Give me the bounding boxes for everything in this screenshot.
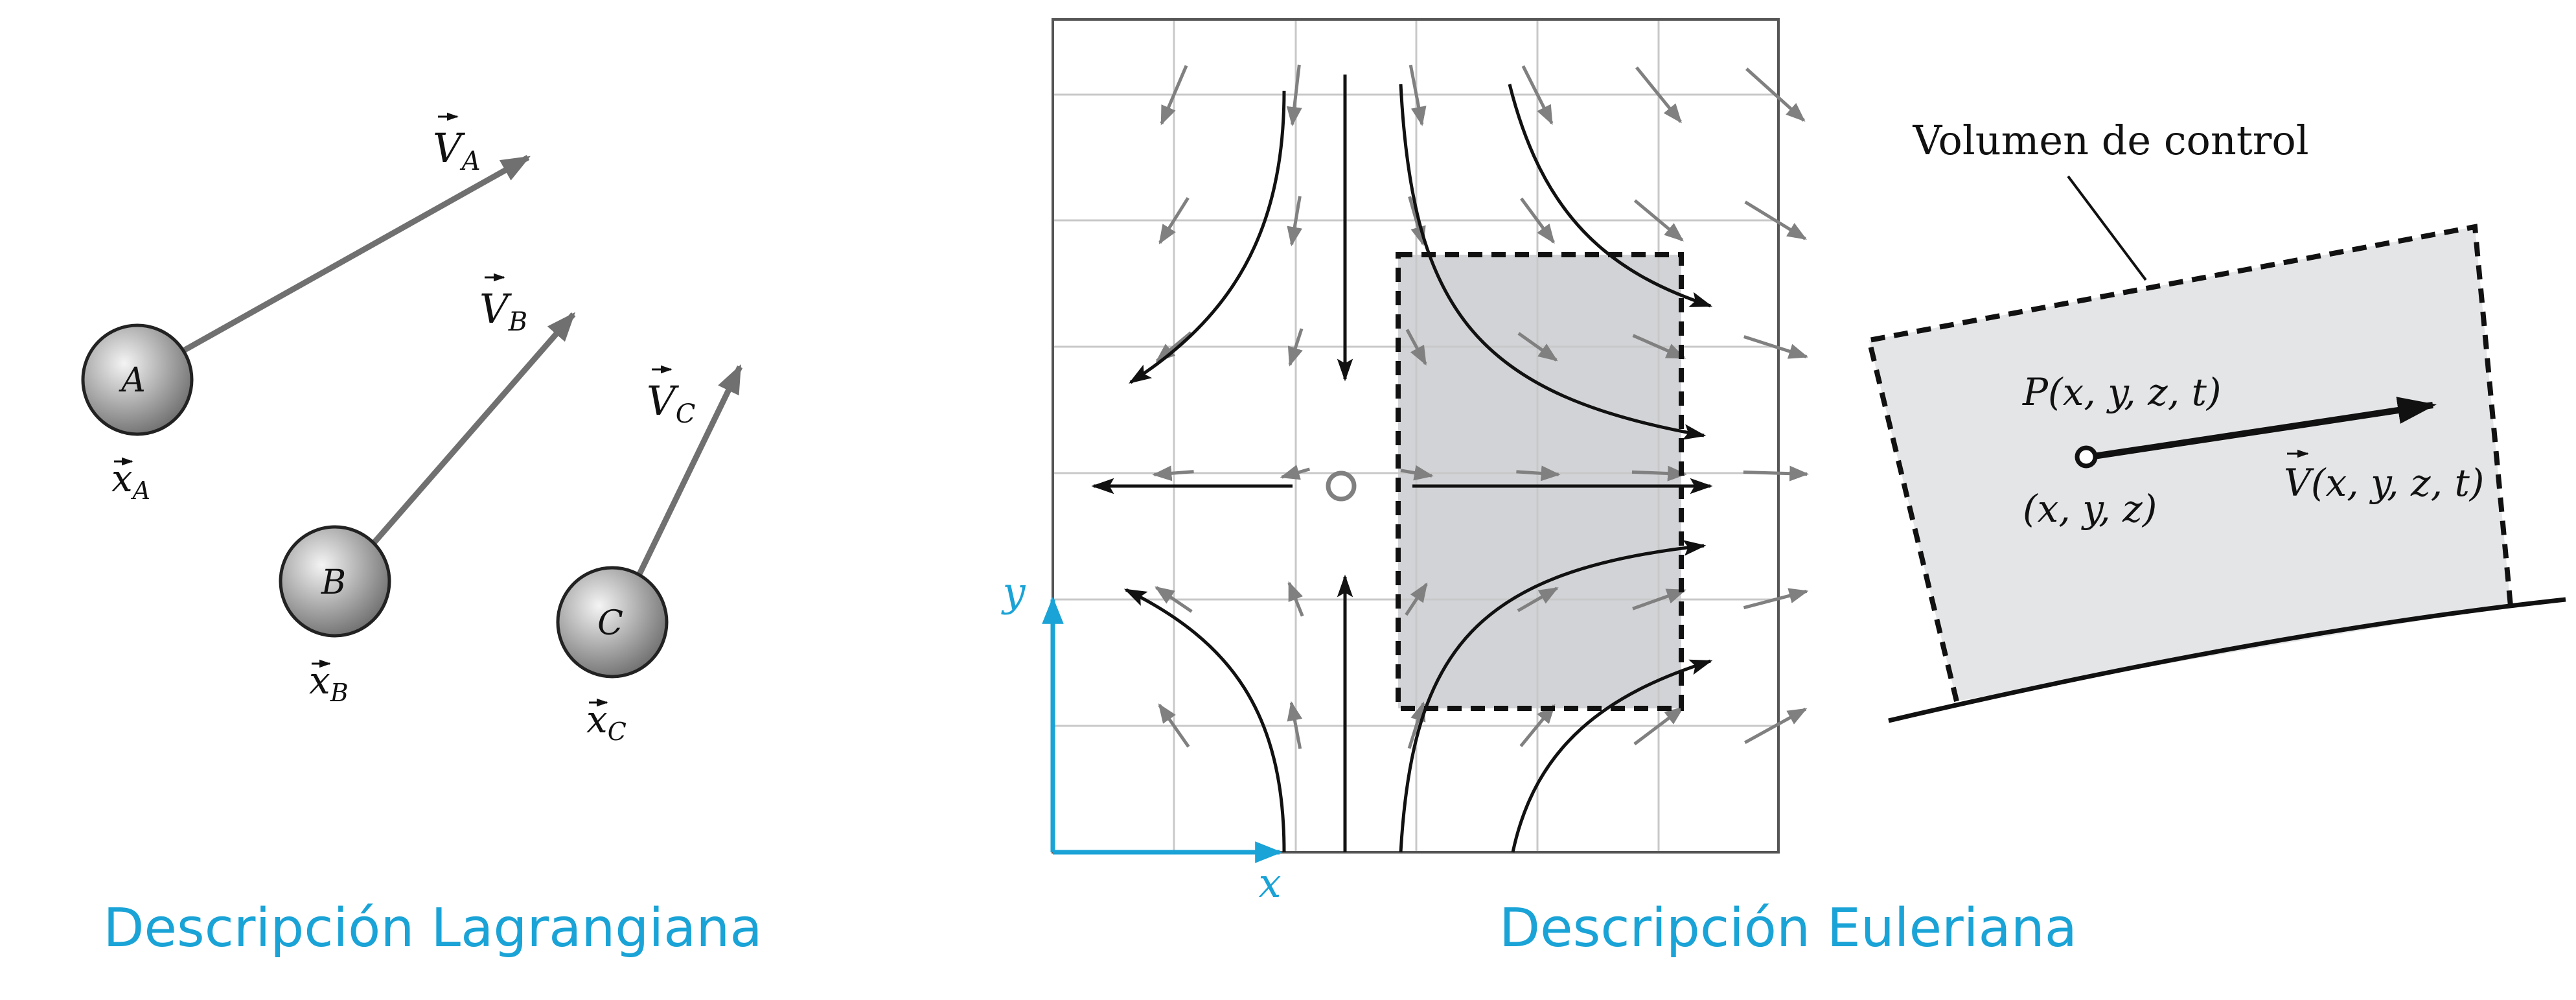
velocity-vector — [1521, 65, 1554, 125]
position-coordinates-label: (x, y, z) — [2023, 487, 2157, 531]
svg-text:V(x, y, z, t): V(x, y, z, t) — [2284, 461, 2484, 505]
x-axis-label: x — [1259, 859, 1282, 907]
streamline — [1511, 659, 1713, 853]
velocity-label-C: VC — [647, 365, 695, 429]
y-axis-label: y — [1000, 568, 1026, 616]
velocity-vector — [1743, 335, 1809, 359]
label-leader-line — [2067, 175, 2147, 281]
grid-frame — [1052, 18, 1780, 854]
particle-label-C: C — [597, 604, 623, 643]
position-label-B: xB — [309, 658, 349, 707]
velocity-vector — [1633, 706, 1685, 746]
control-volume-boundary — [1866, 224, 2513, 702]
velocity-vector — [1517, 587, 1559, 612]
velocity-vector — [1743, 465, 1810, 482]
velocity-vector — [1516, 465, 1561, 482]
control-volume-surface — [1888, 597, 2566, 723]
velocity-vectors — [1152, 64, 1810, 749]
velocity-vector — [1155, 331, 1192, 362]
stagnation-point — [1326, 471, 1357, 502]
svg-text:VB: VB — [479, 285, 527, 337]
particle-A: A — [81, 323, 194, 436]
control-region-shade — [1398, 255, 1681, 708]
velocity-field-label: V(x, y, z, t) — [2284, 449, 2484, 505]
lagrangian-caption: Descripción Lagrangiana — [103, 898, 762, 959]
velocity-vector — [1407, 701, 1426, 749]
velocity-vector — [1631, 465, 1688, 482]
velocity-vector — [1400, 465, 1434, 481]
velocity-vector — [1405, 582, 1428, 616]
velocity-vector — [1409, 64, 1427, 126]
velocity-vector — [1408, 196, 1426, 246]
velocity-vector — [1632, 588, 1686, 610]
velocity-vector — [1280, 465, 1311, 480]
velocity-vector — [1286, 64, 1302, 127]
velocity-vector — [1287, 581, 1304, 617]
velocity-label-A: VA — [433, 112, 481, 176]
velocity-vector — [1744, 707, 1808, 745]
velocity-field-arrow — [2089, 397, 2437, 460]
eulerian-caption: Descripción Euleriana — [1499, 898, 2077, 959]
position-label-A: xA — [111, 456, 150, 505]
velocity-vector — [1405, 329, 1427, 366]
svg-text:xA: xA — [111, 456, 150, 505]
eulerian-flow-field: x y Descripción Euleriana — [1000, 18, 2077, 959]
svg-text:xB: xB — [309, 658, 349, 707]
velocity-arrow-C — [635, 364, 743, 578]
point-P-label: P(x, y, z, t) — [2022, 370, 2222, 414]
velocity-vector — [1635, 66, 1682, 124]
streamline — [1399, 84, 1707, 440]
velocity-vector — [1160, 65, 1188, 126]
velocity-arrow-A — [183, 155, 531, 353]
particle-B: B — [279, 525, 391, 638]
svg-text:VC: VC — [647, 377, 695, 429]
control-volume-label: Volumen de control — [1912, 117, 2308, 164]
particle-C: C — [556, 566, 669, 679]
velocity-vector — [1158, 703, 1190, 748]
svg-text:xC: xC — [586, 697, 627, 746]
particle-label-B: B — [321, 563, 346, 602]
velocity-vector — [1287, 196, 1303, 247]
velocity-vector — [1520, 197, 1555, 244]
control-region-boundary — [1396, 252, 1684, 711]
velocity-vector — [1287, 701, 1303, 749]
velocity-vector — [1519, 704, 1556, 747]
position-label-C: xC — [586, 697, 627, 746]
velocity-label-B: VB — [479, 273, 527, 337]
streamline — [1123, 588, 1286, 853]
velocity-vector — [1158, 197, 1190, 245]
velocity-vector — [1152, 465, 1194, 482]
svg-text:VA: VA — [433, 124, 481, 176]
particle-label-A: A — [119, 361, 146, 400]
velocity-vector — [1744, 200, 1807, 240]
streamlines — [1091, 75, 1713, 853]
velocity-vector — [1745, 67, 1806, 122]
streamline — [1399, 540, 1707, 853]
velocity-vector — [1633, 199, 1684, 242]
streamline — [1129, 90, 1286, 384]
velocity-vector — [1287, 328, 1304, 367]
control-volume-region — [1869, 227, 2511, 701]
velocity-vector — [1743, 588, 1809, 610]
streamline — [1508, 84, 1713, 308]
velocity-vector — [1155, 586, 1193, 613]
velocity-vector — [1632, 334, 1686, 360]
point-P-marker — [2075, 445, 2098, 469]
velocity-arrow-B — [370, 312, 576, 546]
velocity-vector — [1517, 332, 1558, 362]
lagrangian-panel: A B C VA VB VC xA xB — [81, 112, 763, 959]
control-volume-panel: Volumen de control P(x, y, z, t) (x, y, … — [1866, 117, 2566, 723]
